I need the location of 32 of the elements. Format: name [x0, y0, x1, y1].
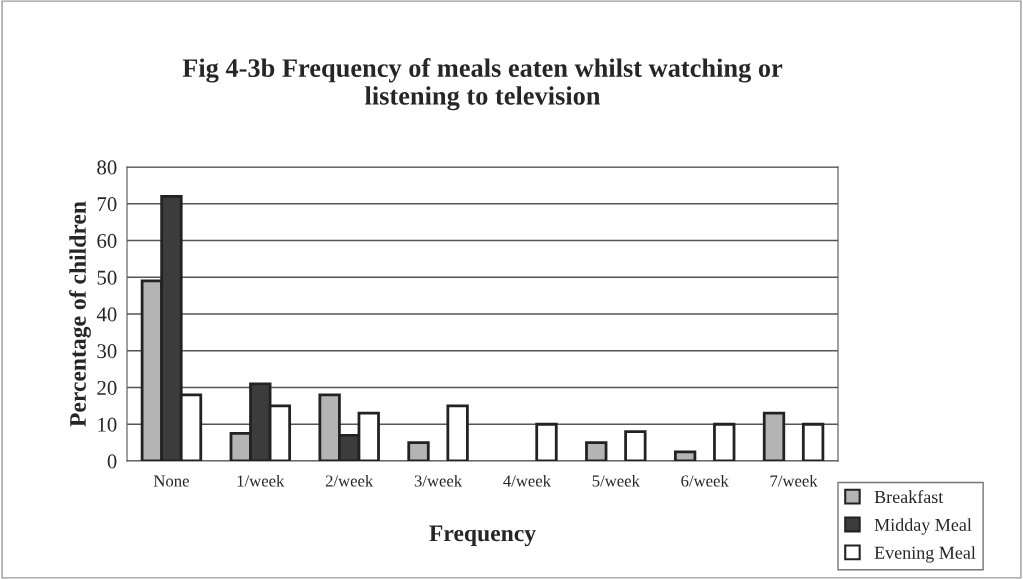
- bar: [446, 404, 469, 461]
- bar: [535, 422, 558, 461]
- y-tick-label: 10: [98, 417, 117, 432]
- bar: [585, 441, 608, 461]
- y-tick-label: 50: [97, 270, 117, 285]
- bar: [801, 422, 825, 461]
- chart-title: Fig 4-3b Frequency of meals eaten whilst watching or listening to television: [182, 58, 783, 111]
- legend-label: Breakfast: [874, 490, 944, 504]
- y-tick-label: 80: [97, 160, 117, 175]
- bar: [673, 450, 697, 461]
- x-axis-title: Frequency: [429, 525, 536, 547]
- legend-label: Evening Meal: [874, 546, 976, 563]
- x-tick-label: 1/week: [237, 474, 285, 487]
- bar: [624, 430, 647, 461]
- y-tick-label: 40: [96, 307, 117, 322]
- x-tick-label: 3/week: [414, 474, 463, 487]
- x-tick-label: 2/week: [325, 474, 374, 487]
- x-tick-label: 6/week: [681, 474, 729, 487]
- bar: [762, 411, 786, 461]
- y-tick-label: 20: [97, 380, 117, 395]
- bar: [407, 441, 430, 461]
- y-tick-label: 30: [97, 344, 117, 359]
- y-tick-label: 0: [107, 454, 117, 469]
- x-tick-label: 7/week: [770, 474, 818, 487]
- bar: [713, 422, 736, 461]
- y-tick-label: 70: [97, 197, 117, 212]
- y-tick-label: 60: [97, 233, 117, 248]
- x-tick-label: 5/week: [592, 474, 640, 487]
- x-tick-label: None: [153, 475, 189, 487]
- y-axis-title: Percentage of children: [69, 201, 91, 427]
- legend-label: Midday Meal: [874, 518, 972, 535]
- x-tick-label: 4/week: [503, 474, 551, 487]
